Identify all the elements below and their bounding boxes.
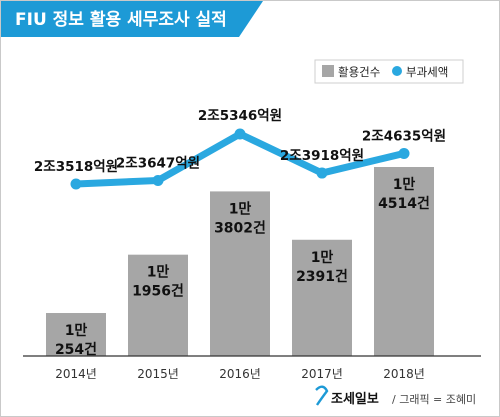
bar [210,191,270,356]
line-point [152,174,164,186]
bar-data-label: 1956건 [132,283,184,300]
line-data-label: 2조3647억원 [116,155,200,171]
bar-data-label: 1만 [393,177,416,193]
x-tick-label: 2016년 [219,367,261,381]
x-tick-label: 2018년 [383,367,425,381]
legend: 활용건수 부과세액 [314,59,464,84]
line-point [70,178,82,190]
bar-data-label: 1만 [229,201,252,217]
line-data-label: 2조3518억원 [34,159,118,175]
x-tick-label: 2017년 [301,367,343,381]
bar [46,313,106,356]
credit: 조세일보 / 그래픽 = 조혜미 [315,385,476,407]
bar-data-label: 254건 [55,341,97,358]
x-tick-label: 2014년 [55,367,97,381]
legend-label-line: 부과세액 [406,65,448,79]
line-data-label: 2조5346억원 [198,108,282,124]
bar [374,167,434,356]
legend-box [314,59,464,84]
line-series [70,128,410,190]
credit-text: / 그래픽 = 조혜미 [392,393,476,406]
bar-data-label: 2391건 [296,268,348,285]
bar [128,254,188,356]
x-tick-labels: 2014년 2015년 2016년 2017년 2018년 [55,367,425,381]
credit-logo: 조세일보 [331,392,379,407]
bar [292,239,352,356]
line-data-label: 2조4635억원 [362,128,446,144]
legend-swatch-bar [322,65,334,77]
legend-swatch-line [392,66,402,76]
title-background [1,1,263,37]
bar-series [46,167,434,356]
title-banner: FIU 정보 활용 세무조사 실적 [1,1,263,37]
bar-data-label: 1만 [65,323,88,339]
bar-data-label: 4514건 [378,195,430,212]
credit-logo-icon [315,385,329,406]
bar-data-label: 1만 [311,250,334,266]
bar-data-label: 1만 [147,265,170,281]
line-data-label: 2조3918억원 [280,148,364,164]
legend-label-bar: 활용건수 [338,65,380,79]
bar-data-label: 3802건 [214,219,266,236]
line-point [398,147,410,159]
line-point [234,128,246,140]
line-point [316,167,328,179]
chart-title: FIU 정보 활용 세무조사 실적 [15,9,227,30]
x-tick-label: 2015년 [137,367,179,381]
bar-labels: 1만 254건 1만 1956건 1만 3802건 1만 2391건 1만 4514건 [55,177,430,358]
